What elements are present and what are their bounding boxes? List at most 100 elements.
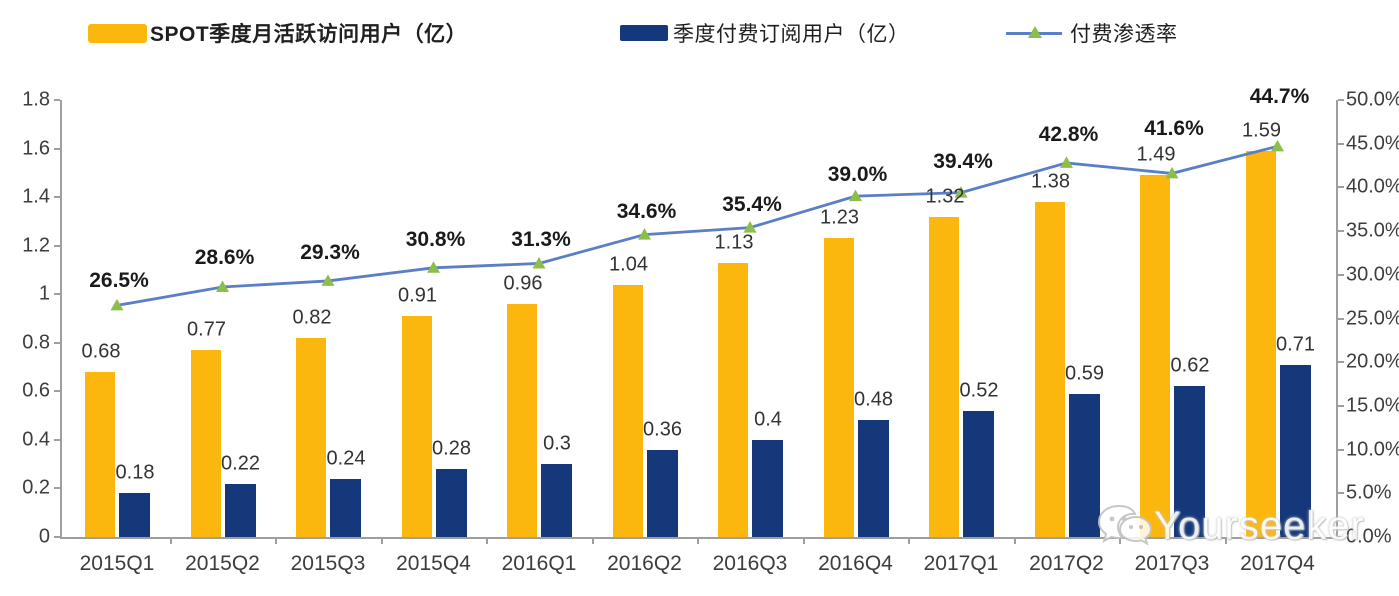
x-axis-tick — [697, 537, 700, 544]
mau-bar — [1034, 201, 1065, 537]
penetration-marker-icon — [427, 261, 440, 273]
subscribers-bar — [1068, 393, 1100, 537]
penetration-value-label: 29.3% — [300, 240, 360, 264]
left-axis-tick — [54, 536, 60, 538]
penetration-value-label: 35.4% — [722, 192, 782, 216]
penetration-value-label: 30.8% — [405, 227, 466, 251]
mau-value-label: 1.23 — [820, 206, 859, 229]
x-axis-label: 2015Q2 — [185, 552, 260, 575]
mau-bar — [401, 316, 432, 537]
right-axis-tick — [1338, 492, 1344, 495]
mau-legend-label: SPOT季度月活跃访问用户（亿） — [150, 23, 468, 46]
right-y-axis-line — [1336, 100, 1338, 538]
right-axis-tick-label: 0.0% — [1346, 525, 1392, 548]
penetration-value-label: 41.6% — [1144, 117, 1204, 141]
left-axis-tick-label: 0.2 — [22, 476, 50, 499]
penetration-marker-icon — [1060, 156, 1073, 168]
mau-value-label: 1.04 — [609, 253, 648, 275]
penetration-marker-icon — [321, 274, 335, 286]
mau-bar — [1140, 175, 1170, 537]
legend-item-penetration: 付费渗透率 — [1006, 18, 1178, 48]
penetration-value-label: 44.7% — [1249, 85, 1310, 109]
right-axis-tick — [1338, 230, 1344, 233]
penetration-value-label: 28.6% — [194, 246, 255, 270]
mau-bar — [612, 284, 643, 537]
mau-bar — [296, 337, 326, 537]
penetration-marker-icon — [638, 228, 651, 240]
subscribers-value-label: 0.22 — [221, 452, 260, 475]
right-axis-tick — [1338, 186, 1344, 189]
penetration-value-label: 31.3% — [511, 228, 571, 252]
left-axis-tick-label: 1.6 — [22, 137, 50, 160]
x-axis-tick — [275, 537, 278, 544]
penetration-marker-icon — [849, 189, 862, 202]
subscribers-bar — [963, 410, 994, 537]
x-axis-label: 2016Q4 — [818, 552, 893, 575]
penetration-line — [116, 144, 1278, 307]
x-axis-label: 2015Q3 — [290, 552, 366, 575]
x-axis-label: 2016Q3 — [712, 552, 788, 575]
mau-value-label: 1.49 — [1136, 143, 1176, 166]
subscribers-value-label: 0.52 — [959, 379, 999, 402]
x-axis-tick — [169, 537, 172, 544]
right-axis-tick — [1338, 361, 1344, 364]
subscribers-bar — [330, 478, 361, 537]
x-axis-label: 2015Q1 — [79, 552, 155, 575]
right-axis-tick — [1338, 404, 1344, 407]
left-axis-tick-label: 1.2 — [22, 234, 50, 257]
legend-item-subscribers: 季度付费订阅用户（亿） — [620, 18, 910, 48]
penetration-value-label: 26.5% — [89, 269, 149, 293]
left-axis-tick — [54, 147, 60, 150]
x-axis-tick — [1224, 537, 1227, 544]
subscribers-value-label: 0.24 — [326, 447, 366, 470]
subscribers-legend-swatch — [620, 25, 668, 41]
subscribers-bar — [224, 483, 256, 537]
right-axis-tick-label: 50.0% — [1346, 88, 1399, 111]
right-axis-tick — [1338, 536, 1344, 538]
mau-value-label: 1.13 — [714, 231, 754, 254]
penetration-value-label: 34.6% — [616, 199, 677, 223]
penetration-marker-icon — [532, 256, 546, 269]
mau-value-label: 1.32 — [925, 185, 965, 208]
penetration-value-label: 39.4% — [933, 149, 993, 173]
x-axis-tick — [486, 537, 489, 544]
subscribers-bar — [1279, 364, 1311, 537]
right-axis-tick-label: 10.0% — [1346, 438, 1399, 461]
x-axis-label: 2016Q2 — [607, 552, 682, 575]
right-axis-tick-label: 5.0% — [1346, 481, 1392, 504]
right-axis-tick — [1338, 142, 1344, 145]
mau-bar — [85, 371, 115, 537]
mau-value-label: 0.77 — [187, 318, 226, 341]
x-axis-tick — [380, 537, 383, 544]
x-axis-label: 2017Q3 — [1134, 552, 1210, 575]
penetration-value-label: 42.8% — [1038, 122, 1099, 146]
watermark-text: Yourseeker — [1154, 503, 1365, 548]
left-axis-tick-label: 0.4 — [22, 428, 50, 451]
mau-value-label: 0.82 — [292, 306, 332, 329]
subscribers-value-label: 0.18 — [115, 461, 155, 484]
x-axis-tick — [908, 537, 911, 544]
penetration-marker-icon — [110, 298, 124, 311]
left-axis-tick — [54, 438, 60, 441]
x-axis-label: 2016Q1 — [501, 552, 577, 575]
mau-value-label: 1.59 — [1242, 119, 1281, 142]
left-y-axis-line — [60, 100, 62, 538]
subscribers-value-label: 0.71 — [1276, 333, 1315, 356]
mau-value-label: 0.68 — [81, 340, 121, 363]
right-axis-tick-label: 25.0% — [1346, 307, 1399, 329]
left-axis-tick-label: 0 — [38, 525, 50, 548]
right-axis-tick-label: 40.0% — [1346, 175, 1399, 198]
right-axis-tick — [1338, 273, 1344, 276]
subscribers-bar — [646, 449, 678, 537]
subscribers-bar — [541, 464, 572, 537]
mau-bar — [190, 350, 221, 537]
subscribers-bar — [857, 420, 889, 537]
mau-value-label: 0.96 — [503, 272, 543, 295]
left-axis-tick — [54, 390, 60, 393]
left-axis-tick-label: 0.6 — [22, 379, 50, 402]
subscribers-value-label: 0.28 — [432, 437, 471, 460]
x-axis-tick — [1119, 537, 1122, 544]
right-axis-tick-label: 30.0% — [1346, 263, 1399, 286]
x-axis-label: 2017Q4 — [1240, 552, 1315, 575]
subscribers-value-label: 0.59 — [1065, 362, 1104, 385]
